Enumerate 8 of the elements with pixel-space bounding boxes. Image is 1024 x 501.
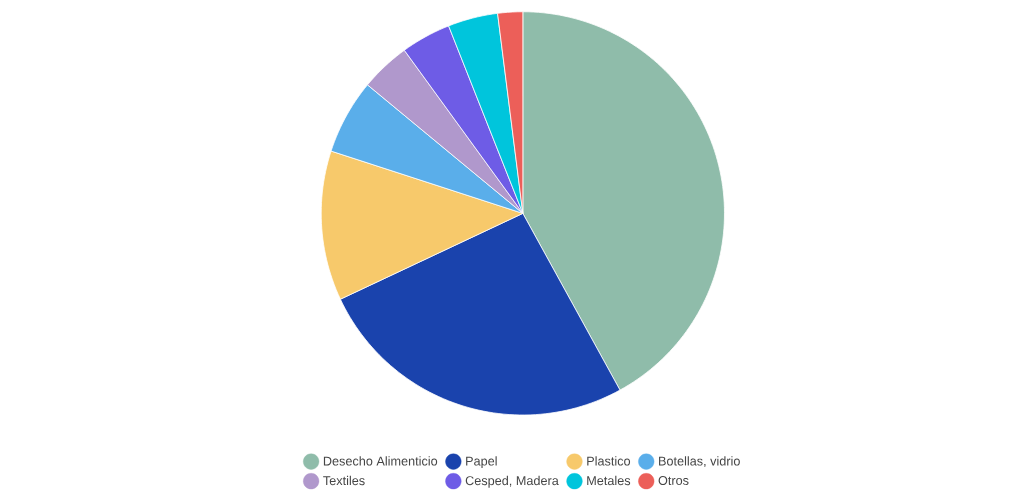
legend-label: Metales [587,475,631,486]
legend-label: Cesped, Madera [465,475,559,488]
legend-label: Plastico [587,456,631,466]
legend-label: Botellas, vidrio [659,456,740,467]
legend-label: Desecho Alimenticio [323,456,438,466]
legend-label: Textiles [323,475,365,486]
legend-label: Otros [658,475,689,485]
legend-label: Papel [466,456,497,468]
